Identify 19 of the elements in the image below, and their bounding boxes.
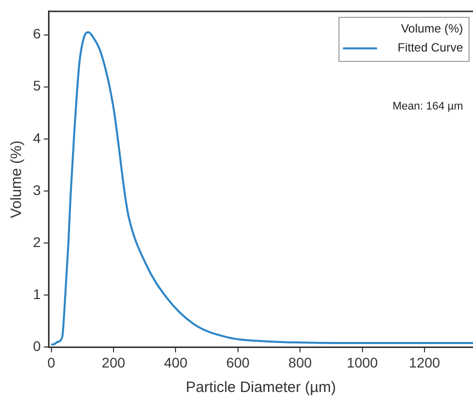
y-axis-title: Volume (%) — [8, 140, 26, 218]
x-tick-label: 1200 — [408, 354, 440, 370]
x-axis-title: Particle Diameter (µm) — [186, 379, 336, 396]
y-tick-label: 6 — [32, 26, 41, 42]
legend-label: Fitted Curve — [398, 40, 464, 55]
x-tick-label: 1000 — [346, 354, 378, 370]
y-tick-label: 3 — [32, 182, 41, 198]
x-tick-label: 400 — [164, 354, 188, 370]
x-tick-label: 600 — [226, 354, 250, 370]
y-tick-label: 4 — [32, 130, 41, 146]
y-tick-label: 1 — [32, 286, 41, 302]
annotation: Volume (%) — [400, 22, 463, 36]
x-tick-label: 0 — [47, 354, 56, 370]
annotation: Mean: 164 µm — [392, 100, 463, 112]
y-tick-label: 2 — [32, 234, 41, 250]
y-tick-label: 5 — [32, 78, 41, 94]
y-tick-label: 0 — [32, 338, 41, 354]
x-tick-label: 800 — [288, 354, 312, 370]
x-tick-label: 200 — [102, 354, 126, 370]
